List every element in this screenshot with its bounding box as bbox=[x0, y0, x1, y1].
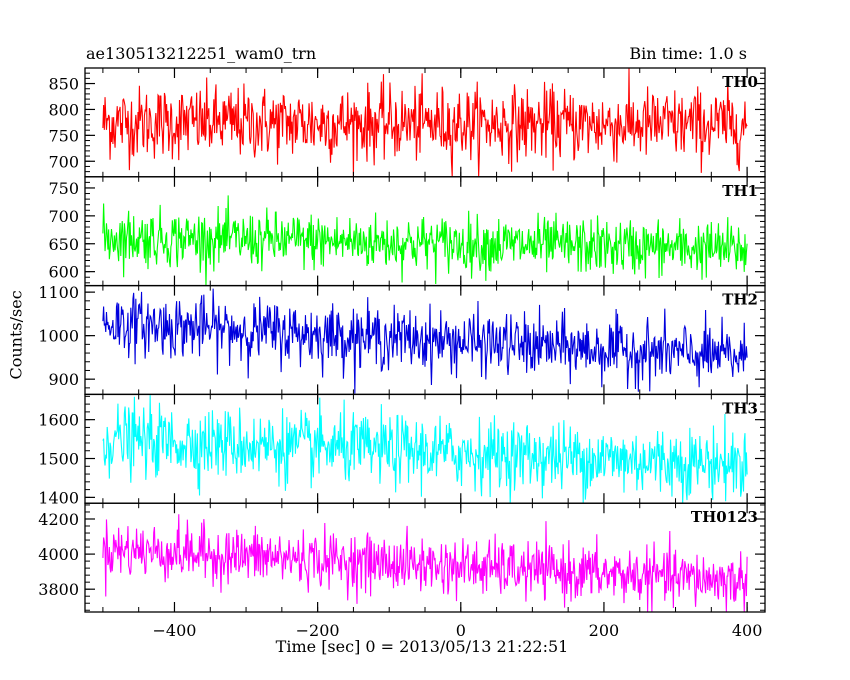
y-tick-label: 700 bbox=[48, 207, 79, 226]
bin-time-label: Bin time: 1.0 s bbox=[629, 44, 747, 63]
y-tick-label: 700 bbox=[48, 152, 79, 171]
x-tick-label: 400 bbox=[732, 621, 763, 640]
y-tick-label: 1100 bbox=[38, 283, 79, 302]
panel-label-th0123: TH0123 bbox=[691, 508, 758, 526]
chart-title: ae130513212251_wam0_trn bbox=[86, 44, 317, 63]
x-tick-label: −400 bbox=[152, 621, 196, 640]
panel-label-th1: TH1 bbox=[722, 182, 758, 200]
y-tick-label: 1000 bbox=[38, 327, 79, 346]
y-tick-label: 600 bbox=[48, 263, 79, 282]
y-tick-label: 850 bbox=[48, 75, 79, 94]
x-tick-label: 0 bbox=[456, 621, 466, 640]
y-axis-label: Counts/sec bbox=[6, 290, 26, 380]
y-tick-label: 650 bbox=[48, 235, 79, 254]
y-tick-label: 4200 bbox=[38, 510, 79, 529]
y-tick-label: 1600 bbox=[38, 411, 79, 430]
panel-label-th3: TH3 bbox=[722, 399, 758, 417]
y-tick-label: 800 bbox=[48, 100, 79, 119]
y-tick-label: 1400 bbox=[38, 488, 79, 507]
x-tick-label: 200 bbox=[589, 621, 620, 640]
series-line-th1 bbox=[102, 195, 748, 286]
y-tick-label: 750 bbox=[48, 179, 79, 198]
panel-label-th0: TH0 bbox=[722, 73, 758, 91]
y-tick-label: 3800 bbox=[38, 580, 79, 599]
y-tick-label: 750 bbox=[48, 126, 79, 145]
series-line-th2 bbox=[102, 288, 748, 394]
series-line-th3 bbox=[102, 395, 748, 504]
series-line-th0123 bbox=[102, 514, 748, 613]
x-axis-label: Time [sec] 0 = 2013/05/13 21:22:51 bbox=[275, 637, 569, 656]
y-tick-label: 4000 bbox=[38, 545, 79, 564]
y-tick-label: 900 bbox=[48, 370, 79, 389]
panel-label-th2: TH2 bbox=[722, 291, 758, 309]
y-tick-label: 1500 bbox=[38, 450, 79, 469]
x-axis-label-wrap: Time [sec] 0 = 2013/05/13 21:22:51 bbox=[0, 637, 850, 656]
series-line-th0 bbox=[102, 67, 748, 177]
x-tick-label: −200 bbox=[296, 621, 340, 640]
